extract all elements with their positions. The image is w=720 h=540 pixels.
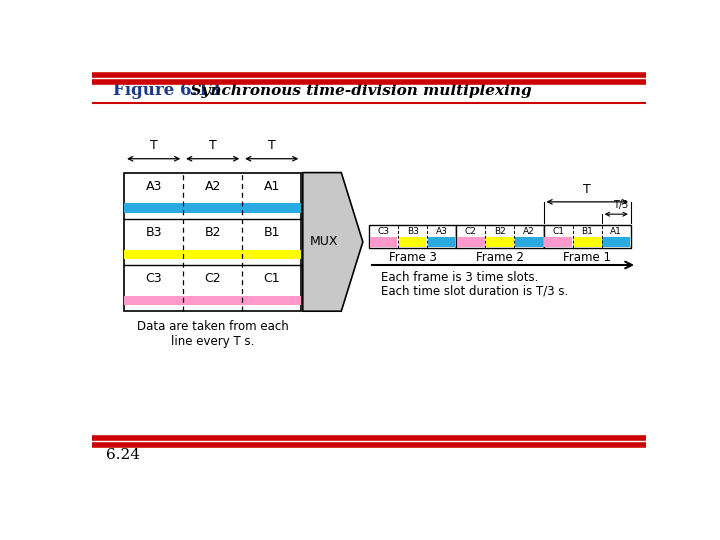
Bar <box>428 237 456 247</box>
Bar <box>456 225 544 248</box>
Text: T: T <box>209 139 217 152</box>
Text: C1: C1 <box>264 272 280 285</box>
Bar <box>457 237 485 247</box>
Text: C3: C3 <box>145 272 162 285</box>
Bar <box>544 237 572 247</box>
Text: B3: B3 <box>407 227 418 235</box>
Bar <box>370 237 397 247</box>
Text: A3: A3 <box>436 227 448 235</box>
Text: Each frame is 3 time slots.: Each frame is 3 time slots. <box>381 271 538 284</box>
Text: T: T <box>150 139 158 152</box>
Text: B3: B3 <box>145 226 162 239</box>
Text: B2: B2 <box>204 226 221 239</box>
Text: Frame 2: Frame 2 <box>476 251 524 264</box>
Text: Figure 6.13: Figure 6.13 <box>113 83 221 99</box>
Text: MUX: MUX <box>310 235 338 248</box>
Bar <box>124 204 301 213</box>
Bar <box>124 173 301 311</box>
Text: B2: B2 <box>494 227 505 235</box>
Polygon shape <box>303 173 363 311</box>
Text: A1: A1 <box>611 227 622 235</box>
Bar <box>124 296 301 305</box>
Text: C3: C3 <box>377 227 390 235</box>
Bar <box>124 249 301 259</box>
Bar <box>399 237 426 247</box>
Text: C2: C2 <box>204 272 221 285</box>
Bar <box>603 237 630 247</box>
Text: B1: B1 <box>264 226 280 239</box>
Text: B1: B1 <box>581 227 593 235</box>
Text: T: T <box>583 184 591 197</box>
Text: Synchronous time-division multiplexing: Synchronous time-division multiplexing <box>180 84 532 98</box>
Text: C1: C1 <box>552 227 564 235</box>
Text: A2: A2 <box>204 180 221 193</box>
Text: A2: A2 <box>523 227 535 235</box>
Bar <box>486 237 513 247</box>
Bar <box>544 225 631 248</box>
Text: A3: A3 <box>145 180 162 193</box>
Bar <box>369 225 456 248</box>
Text: Frame 3: Frame 3 <box>389 251 436 264</box>
Text: Each time slot duration is T/3 s.: Each time slot duration is T/3 s. <box>381 284 568 297</box>
Text: C2: C2 <box>465 227 477 235</box>
Text: 6.24: 6.24 <box>106 448 140 462</box>
Text: T: T <box>268 139 276 152</box>
Bar <box>516 237 543 247</box>
Bar <box>573 237 601 247</box>
Text: Frame 1: Frame 1 <box>563 251 611 264</box>
Text: A1: A1 <box>264 180 280 193</box>
Text: Data are taken from each
line every T s.: Data are taken from each line every T s. <box>137 320 289 348</box>
Text: T/3: T/3 <box>613 200 629 211</box>
